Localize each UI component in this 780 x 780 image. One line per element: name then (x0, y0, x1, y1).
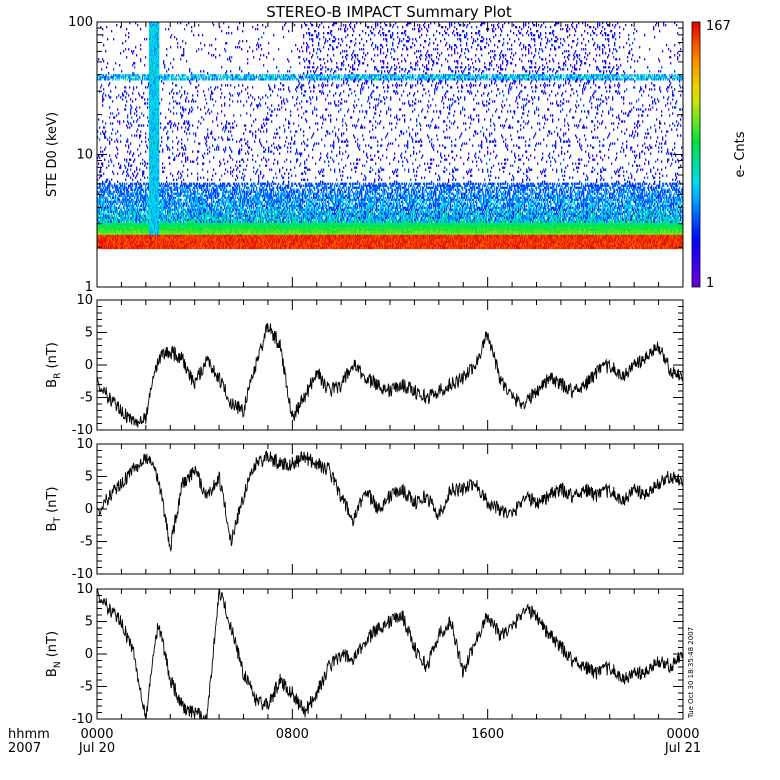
br-ytick-label: 10 (76, 293, 93, 308)
br-ytick-label: -5 (80, 391, 93, 406)
timestamp-text: Tue Oct 30 18:35:48 2007 (687, 627, 695, 719)
bn-trace (97, 589, 683, 719)
bt-ylabel: BT (nT) (45, 487, 63, 532)
time-tick-sublabel: Jul 21 (664, 741, 701, 756)
spectrogram-ytick-label: 100 (68, 15, 93, 30)
spectrogram-ylabel: STE D0 (keV) (45, 112, 60, 197)
br-ytick-label: 5 (85, 326, 93, 341)
figure-title: STEREO-B IMPACT Summary Plot (266, 3, 512, 21)
time-tick-label: 0800 (276, 727, 309, 742)
time-tick-label: 0000 (80, 727, 113, 742)
bn-ytick-label: 5 (85, 615, 93, 630)
bn-panel: -10 -5 0 5 10 BN (nT) (45, 582, 683, 727)
br-ylabel: BR (nT) (45, 342, 63, 388)
bt-panel: -10 -5 0 5 10 BT (nT) (45, 437, 683, 582)
bn-ytick-label: 10 (76, 582, 93, 597)
spectrogram-cells (97, 22, 683, 249)
bn-ytick-label: 0 (85, 647, 93, 662)
bn-ylabel: BN (nT) (45, 631, 63, 677)
br-trace (97, 323, 683, 428)
time-axis-year: 2007 (8, 741, 41, 756)
bt-ytick-label: 5 (85, 470, 93, 485)
bn-ytick-label: -5 (80, 680, 93, 695)
bt-ytick-label: 10 (76, 437, 93, 452)
colorbar: 167 1 e- Cnts (692, 19, 748, 291)
time-tick-label: 1600 (471, 727, 504, 742)
br-ytick-label: -10 (72, 423, 93, 438)
time-axis-hhmm: hhmm (8, 727, 50, 742)
br-ytick-label: 0 (85, 358, 93, 373)
colorbar-max-label: 167 (706, 19, 731, 34)
spectrogram-ytick-label: 10 (76, 148, 93, 163)
bn-frame (97, 589, 683, 719)
time-tick-label: 0000 (666, 727, 699, 742)
bn-ytick-label: -10 (72, 712, 93, 727)
bt-ytick-label: 0 (85, 502, 93, 517)
time-tick-sublabel: Jul 20 (78, 741, 115, 756)
bt-trace (97, 451, 683, 550)
bt-ytick-label: -5 (80, 535, 93, 550)
bt-ytick-label: -10 (72, 567, 93, 582)
bt-frame (97, 444, 683, 574)
colorbar-min-label: 1 (706, 276, 714, 291)
colorbar-gradient (692, 22, 700, 287)
colorbar-label: e- Cnts (733, 131, 748, 177)
br-panel: -10 -5 0 5 10 BR (nT) (45, 293, 683, 438)
